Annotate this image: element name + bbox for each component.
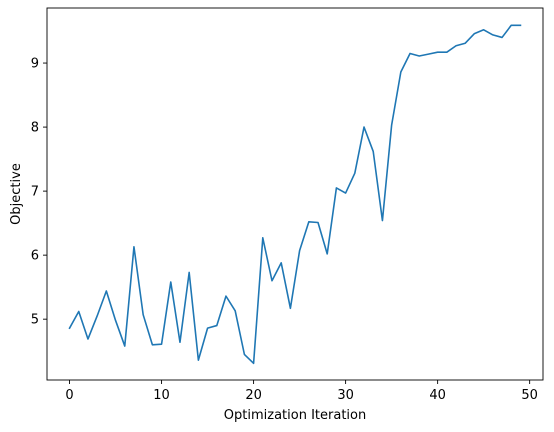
plot-frame: [46, 7, 544, 381]
y-tick-label: 5: [31, 313, 39, 328]
x-axis-label: Optimization Iteration: [224, 408, 366, 423]
y-axis: 5 6 7 8 9: [31, 57, 47, 328]
y-tick-label: 6: [31, 249, 39, 264]
x-tick-label: 40: [429, 388, 446, 403]
y-tick-label: 9: [31, 57, 39, 72]
x-tick-label: 0: [65, 388, 73, 403]
series-line-0: [68, 24, 522, 365]
y-axis-label: Objective: [9, 163, 24, 225]
x-tick-label: 30: [337, 388, 354, 403]
x-tick-label: 10: [153, 388, 170, 403]
x-axis: 0 10 20 30 40 50: [65, 380, 538, 403]
x-tick-label: 50: [521, 388, 538, 403]
plot-area: [46, 7, 544, 381]
y-tick-label: 7: [31, 185, 39, 200]
y-tick-label: 8: [31, 121, 39, 136]
x-tick-label: 20: [245, 388, 262, 403]
